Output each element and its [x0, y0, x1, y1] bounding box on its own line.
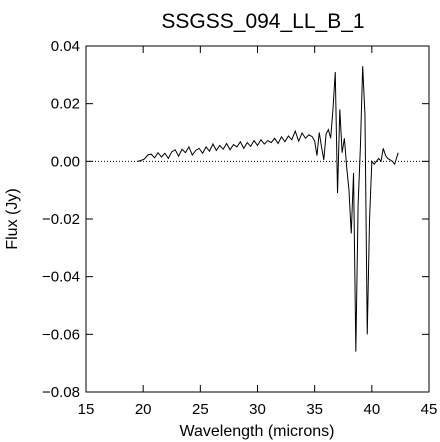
x-tick-label: 45 [421, 401, 438, 418]
x-tick-label: 35 [306, 401, 323, 418]
y-tick-label: 0.00 [51, 153, 80, 170]
chart-title: SSGSS_094_LL_B_1 [161, 10, 364, 33]
y-axis-label: Flux (Jy) [4, 188, 21, 249]
y-tick-label: 0.04 [51, 38, 80, 55]
y-tick-label: 0.02 [51, 96, 80, 113]
y-tick-label: −0.04 [42, 269, 80, 286]
series-line [137, 66, 399, 352]
y-tick-label: −0.02 [42, 211, 80, 228]
x-tick-label: 25 [192, 401, 209, 418]
x-axis-ticks: 15 20 25 30 35 40 45 [78, 46, 438, 418]
x-tick-label: 20 [135, 401, 152, 418]
y-axis-ticks: 0.04 0.02 0.00 −0.02 −0.04 −0.06 −0.08 [42, 38, 429, 401]
x-tick-label: 15 [78, 401, 95, 418]
x-axis-label: Wavelength (microns) [179, 423, 334, 440]
y-tick-label: −0.08 [42, 384, 80, 401]
x-tick-label: 30 [249, 401, 266, 418]
y-tick-label: −0.06 [42, 326, 80, 343]
plot-frame [85, 45, 430, 393]
x-tick-label: 40 [363, 401, 380, 418]
